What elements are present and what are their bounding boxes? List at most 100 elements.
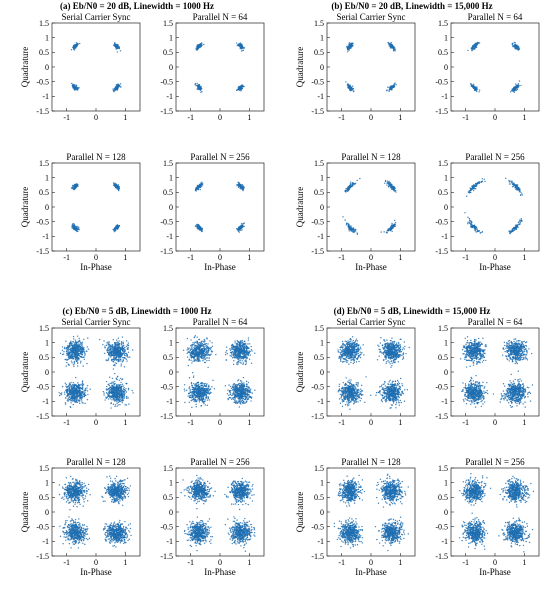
scatter-point	[116, 400, 118, 403]
scatter-point	[513, 183, 516, 186]
scatter-point	[75, 345, 77, 347]
scatter-point	[64, 382, 66, 384]
scatter-point	[388, 88, 391, 90]
scatter-point	[208, 359, 210, 362]
y-tick-label: 1	[444, 173, 448, 182]
subplot: Serial Carrier Sync-1 0 11.510.50-0.5-1-1.…	[295, 12, 416, 122]
scatter-point	[74, 384, 77, 386]
y-tick-label: 1.5	[163, 159, 173, 168]
scatter-point	[203, 341, 205, 343]
scatter-point	[207, 348, 210, 350]
x-tick-label: 1	[247, 253, 251, 262]
x-tick-label: -1	[63, 113, 70, 122]
y-tick-label: -1.5	[435, 247, 448, 256]
x-tick-label: 0	[94, 253, 98, 262]
scatter-point	[80, 395, 82, 397]
scatter-point	[111, 382, 113, 385]
x-tick-label: -1	[187, 253, 194, 262]
scatter-point	[114, 373, 116, 375]
scatter-point	[120, 365, 122, 367]
scatter-point	[68, 355, 71, 357]
scatter-point	[192, 343, 195, 346]
scatter-point	[346, 48, 349, 51]
x-tick-label: 1	[123, 113, 127, 122]
scatter-point	[75, 184, 78, 186]
scatter-point	[81, 380, 84, 382]
scatter-point	[472, 189, 475, 192]
scatter-point	[72, 382, 74, 384]
y-tick-label: -1.5	[36, 412, 49, 421]
scatter-point	[511, 44, 514, 46]
y-tick-label: 0	[45, 203, 49, 212]
scatter-point	[516, 46, 518, 48]
scatter-point	[243, 222, 245, 224]
y-tick-label: 0	[320, 63, 324, 72]
x-tick-label: 1	[398, 113, 402, 122]
scatter-point	[186, 356, 189, 358]
y-axis-label: Quadrature	[20, 47, 30, 87]
scatter-point	[508, 181, 510, 183]
scatter-point	[83, 393, 86, 395]
scatter-point	[119, 390, 122, 392]
panel-title: (c) Eb/N0 = 5 dB, Linewidth = 1000 Hz	[62, 306, 211, 316]
scatter-point	[73, 85, 75, 87]
scatter-point	[80, 351, 82, 354]
scatter-point	[65, 397, 67, 399]
scatter-point	[84, 354, 86, 356]
scatter-point	[359, 177, 361, 180]
y-tick-label: 0.5	[163, 188, 173, 197]
scatter-point	[467, 221, 469, 224]
scatter-point	[67, 384, 70, 387]
scatter-point	[124, 404, 126, 406]
scatter-point	[474, 226, 476, 229]
axes-box	[51, 22, 141, 112]
scatter-point	[68, 396, 71, 398]
scatter-point	[66, 350, 68, 353]
scatter-point	[514, 186, 516, 189]
axes-box	[326, 162, 416, 252]
scatter-point	[390, 87, 393, 89]
scatter-point	[125, 352, 127, 355]
scatter-point	[351, 85, 354, 87]
scatter-point	[77, 346, 80, 348]
scatter-point	[118, 84, 121, 87]
x-tick-label: -1	[338, 113, 345, 122]
x-tick-label: 1	[522, 113, 526, 122]
scatter-point	[78, 402, 81, 404]
scatter-point	[198, 338, 201, 341]
scatter-point	[237, 45, 239, 47]
scatter-point	[70, 48, 73, 51]
scatter-point	[77, 345, 80, 347]
scatter-point	[241, 84, 244, 86]
scatter-point	[190, 339, 192, 341]
scatter-point	[112, 360, 115, 363]
scatter-point	[348, 186, 351, 188]
subplot: Parallel N = 64-1 0 11.510.50-0.5-1-1.5	[160, 12, 265, 122]
scatter-point	[350, 90, 352, 92]
scatter-point	[194, 351, 197, 353]
scatter-point	[72, 346, 75, 349]
scatter-point	[73, 353, 76, 356]
scatter-point	[196, 224, 198, 226]
scatter-point	[347, 83, 350, 85]
scatter-point	[186, 352, 188, 354]
scatter-point	[390, 41, 392, 44]
scatter-point	[118, 352, 120, 354]
scatter-point	[73, 342, 76, 344]
scatter-point	[122, 348, 124, 350]
scatter-point	[67, 400, 70, 402]
scatter-point	[87, 348, 90, 350]
scatter-point	[61, 346, 64, 348]
scatter-point	[468, 217, 471, 220]
scatter-point	[471, 226, 473, 228]
scatter-point	[211, 342, 213, 344]
scatter-point	[124, 346, 126, 349]
scatter-point	[118, 186, 121, 188]
scatter-point	[76, 335, 79, 337]
scatter-point	[116, 51, 118, 53]
scatter-point	[197, 44, 200, 46]
scatter-point	[236, 89, 238, 91]
scatter-point	[59, 352, 62, 354]
y-tick-label: 1.5	[39, 159, 49, 168]
scatter-point	[117, 386, 119, 389]
